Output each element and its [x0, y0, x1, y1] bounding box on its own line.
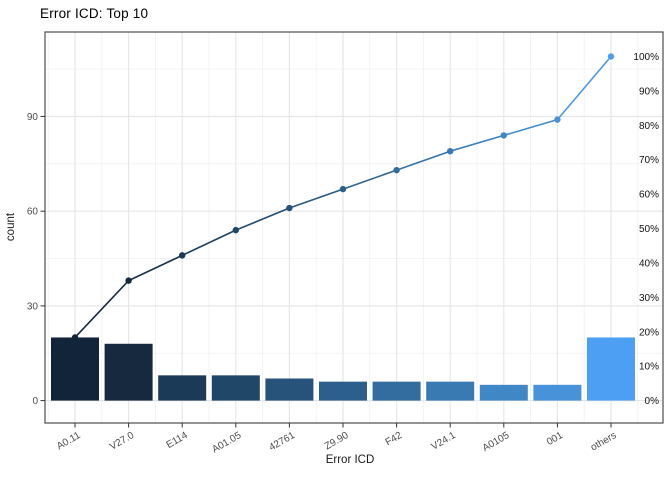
x-tick-label: F42 [384, 430, 405, 448]
x-tick-label: V27.0 [108, 430, 137, 453]
cumulative-point [447, 147, 454, 155]
cumulative-point [179, 252, 186, 259]
cumulative-line-segment [74, 280, 130, 339]
pareto-bar [533, 384, 582, 401]
pareto-bar [265, 378, 314, 401]
panel-border [44, 31, 664, 424]
cumulative-line-segment [235, 207, 290, 231]
y-tick-label: 90 [27, 112, 39, 123]
y2-tick-label: 100% [633, 52, 659, 63]
y2-tick-label: 70% [639, 155, 659, 166]
cumulative-line-segment [181, 229, 237, 257]
cumulative-point [339, 185, 347, 193]
pareto-bar [51, 337, 99, 401]
y-tick-label: 0 [32, 396, 38, 407]
y2-tick-label: 90% [639, 86, 659, 97]
y2-tick-label: 80% [639, 121, 659, 132]
cumulative-point [500, 132, 507, 139]
cumulative-point [286, 204, 293, 212]
y2-tick-label: 60% [639, 190, 659, 201]
cumulative-point [607, 53, 615, 60]
pareto-bar [319, 381, 367, 401]
pareto-bar [211, 375, 260, 401]
x-tick-label: V24.1 [430, 430, 459, 453]
x-tick-label: E114 [165, 430, 190, 451]
x-tick-label: A0105 [481, 430, 512, 454]
x-tick-label: others [589, 430, 619, 453]
pareto-bar [587, 337, 635, 401]
pareto-bar [104, 343, 153, 401]
cumulative-line-segment [342, 169, 397, 190]
x-tick-label: 42761 [267, 430, 297, 454]
cumulative-line-segment [396, 150, 451, 171]
y2-tick-label: 50% [639, 224, 659, 235]
pareto-bar [372, 381, 421, 401]
x-axis-title: Error ICD [325, 454, 375, 466]
y2-tick-label: 10% [639, 362, 659, 373]
x-tick-label: 001 [545, 430, 565, 448]
y2-tick-label: 40% [639, 258, 659, 269]
y-tick-label: 30 [27, 301, 39, 312]
cumulative-point [232, 226, 239, 234]
y2-tick-label: 30% [639, 293, 659, 304]
x-tick-label: Z9.90 [323, 430, 351, 453]
cumulative-point [393, 166, 400, 174]
cumulative-line-segment [449, 134, 505, 152]
y2-tick-label: 20% [639, 327, 659, 338]
cumulative-point [125, 277, 132, 284]
x-tick-label: A01.05 [210, 430, 243, 456]
pareto-bar [426, 381, 475, 401]
cumulative-line-segment [289, 188, 344, 209]
x-tick-label: A0.11 [55, 430, 83, 452]
y2-tick-label: 0% [645, 396, 660, 407]
cumulative-line-segment [503, 118, 558, 137]
pareto-bar [158, 375, 207, 401]
cumulative-point [554, 116, 561, 123]
pareto-bar [479, 384, 528, 401]
cumulative-line-segment [128, 254, 183, 282]
cumulative-point [71, 334, 79, 341]
chart-title: Error ICD: Top 10 [40, 6, 149, 21]
y-tick-label: 60 [27, 207, 39, 218]
cumulative-line-segment [556, 55, 612, 121]
